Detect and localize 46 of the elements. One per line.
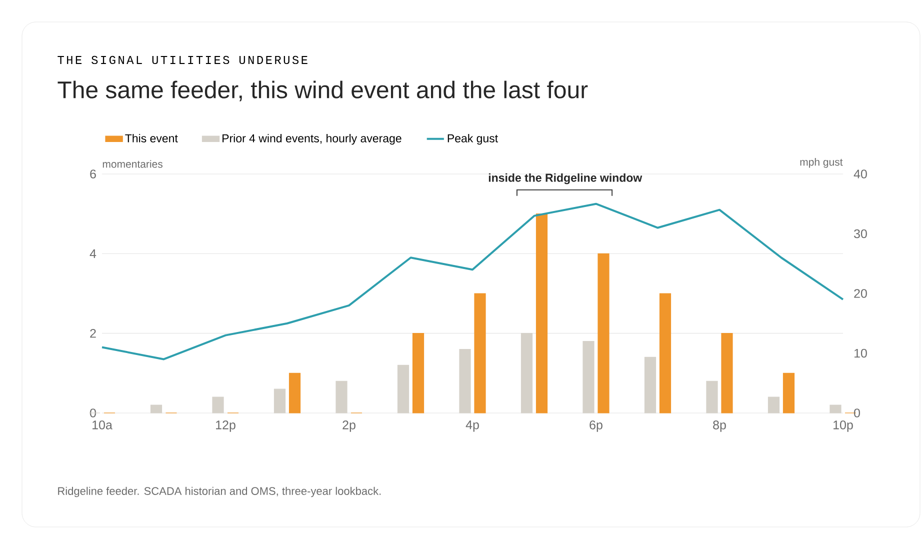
x-tick-label: 10p bbox=[834, 420, 853, 432]
bar bbox=[721, 333, 733, 414]
y-tick-label: 2 bbox=[90, 328, 96, 338]
bar bbox=[536, 214, 548, 414]
bar bbox=[459, 348, 471, 414]
y-axis-title: momentaries bbox=[102, 160, 162, 168]
bar bbox=[474, 293, 486, 414]
bar bbox=[644, 356, 656, 414]
x-tick-label: 6p bbox=[590, 420, 602, 432]
chart-subtitle: THE SIGNAL UTILITIES UNDERUSE bbox=[58, 56, 308, 64]
bar bbox=[412, 333, 424, 414]
legend-label: Prior 4 wind events, hourly average bbox=[222, 134, 402, 145]
bar bbox=[288, 372, 301, 414]
bar bbox=[830, 404, 842, 414]
bar bbox=[706, 380, 718, 414]
y-tick-label: 0 bbox=[90, 408, 96, 418]
bar bbox=[582, 340, 594, 414]
bar bbox=[659, 293, 672, 414]
bar bbox=[397, 364, 410, 414]
line-series bbox=[101, 202, 844, 360]
bar bbox=[150, 404, 162, 414]
x-tick-label: 4p bbox=[466, 420, 479, 432]
bar bbox=[336, 380, 348, 414]
annotation: inside the Ridgeline window bbox=[488, 173, 642, 184]
y2-axis-title: mph gust bbox=[800, 158, 843, 168]
y2-tick-label: 20 bbox=[854, 289, 867, 298]
x-tick-label: 12p bbox=[216, 420, 236, 432]
bar bbox=[212, 396, 224, 414]
text: Ridgeline feeder. SCADA historian and OMS, three-year lookback. bbox=[58, 486, 381, 498]
chart-title: The same feeder, this wind event and the last four bbox=[58, 80, 588, 102]
x-tick-label: 8p bbox=[713, 420, 726, 432]
legend-label: This event bbox=[125, 134, 178, 142]
y-tick-label: 6 bbox=[90, 170, 96, 178]
x-tick-label: 2p bbox=[342, 420, 356, 432]
y2-tick-label: 30 bbox=[854, 229, 867, 238]
x-tick-label: 10a bbox=[92, 420, 112, 430]
y2-tick-label: 40 bbox=[854, 170, 867, 178]
y2-tick-label: 0 bbox=[854, 408, 860, 418]
bar bbox=[520, 333, 533, 414]
y-tick-label: 4 bbox=[90, 249, 96, 258]
y2-tick-label: 10 bbox=[854, 348, 867, 358]
legend-label: Peak gust bbox=[448, 134, 498, 145]
bar bbox=[768, 396, 780, 414]
bar bbox=[782, 372, 795, 414]
bar bbox=[274, 388, 286, 414]
bar bbox=[598, 253, 610, 414]
